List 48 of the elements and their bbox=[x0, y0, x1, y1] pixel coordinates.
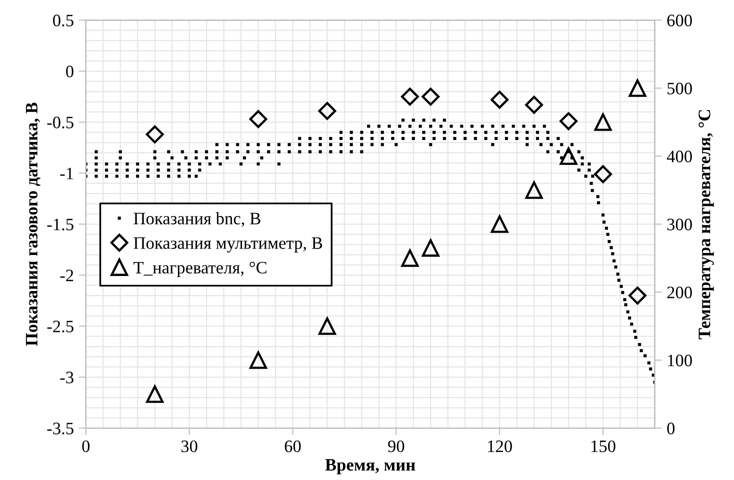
y2-tick-label: 0 bbox=[667, 422, 675, 434]
point bbox=[146, 125, 164, 144]
point bbox=[560, 147, 578, 165]
point bbox=[490, 215, 508, 233]
point bbox=[594, 165, 612, 184]
x-tick-label: 30 bbox=[181, 440, 198, 452]
legend-label: Показания bnc, В bbox=[134, 212, 260, 227]
point bbox=[146, 385, 164, 403]
point bbox=[525, 181, 543, 199]
y-tick-label: -1.5 bbox=[47, 218, 74, 230]
y-tick-label: -3.5 bbox=[47, 422, 74, 434]
y-tick-label: 0 bbox=[66, 66, 74, 78]
point bbox=[249, 110, 268, 128]
legend-label: T_нагревателя, °C bbox=[134, 262, 266, 278]
point bbox=[525, 96, 544, 114]
y2-tick-label: 300 bbox=[667, 218, 692, 230]
y-axis-title: Показания газового датчика, В bbox=[26, 102, 40, 346]
point bbox=[594, 113, 612, 131]
x-tick-label: 0 bbox=[82, 440, 90, 452]
x-tick-label: 90 bbox=[388, 440, 404, 452]
y2-tick-label: 100 bbox=[668, 354, 692, 366]
point bbox=[422, 239, 440, 257]
point bbox=[250, 351, 268, 369]
y-tick-label: -1 bbox=[60, 168, 74, 180]
point bbox=[400, 88, 419, 106]
y-tick-label: -2.5 bbox=[47, 320, 74, 332]
y-tick-label: -3 bbox=[60, 372, 74, 384]
point bbox=[560, 112, 578, 130]
y2-tick-label: 400 bbox=[666, 150, 692, 162]
point bbox=[628, 79, 646, 97]
point bbox=[490, 90, 509, 109]
x-tick-label: 150 bbox=[592, 440, 616, 452]
y-tick-label: -2 bbox=[60, 270, 74, 282]
y-tick-label: 0.5 bbox=[53, 14, 74, 26]
x-tick-label: 120 bbox=[488, 440, 512, 452]
y2-axis-title: Температура нагревателя, °C bbox=[698, 110, 714, 340]
y2-tick-label: 600 bbox=[667, 14, 692, 26]
point bbox=[401, 249, 419, 267]
point bbox=[318, 102, 336, 120]
y-tick-label: -0.5 bbox=[47, 116, 74, 128]
point bbox=[318, 317, 336, 335]
point bbox=[628, 286, 646, 305]
y2-tick-label: 500 bbox=[668, 82, 692, 94]
y2-tick-label: 200 bbox=[667, 286, 692, 298]
legend-label: Показания мультиметр, В bbox=[134, 237, 322, 253]
x-tick-label: 60 bbox=[284, 440, 301, 452]
x-axis-title: Время, мин bbox=[325, 459, 416, 474]
point bbox=[422, 88, 440, 106]
